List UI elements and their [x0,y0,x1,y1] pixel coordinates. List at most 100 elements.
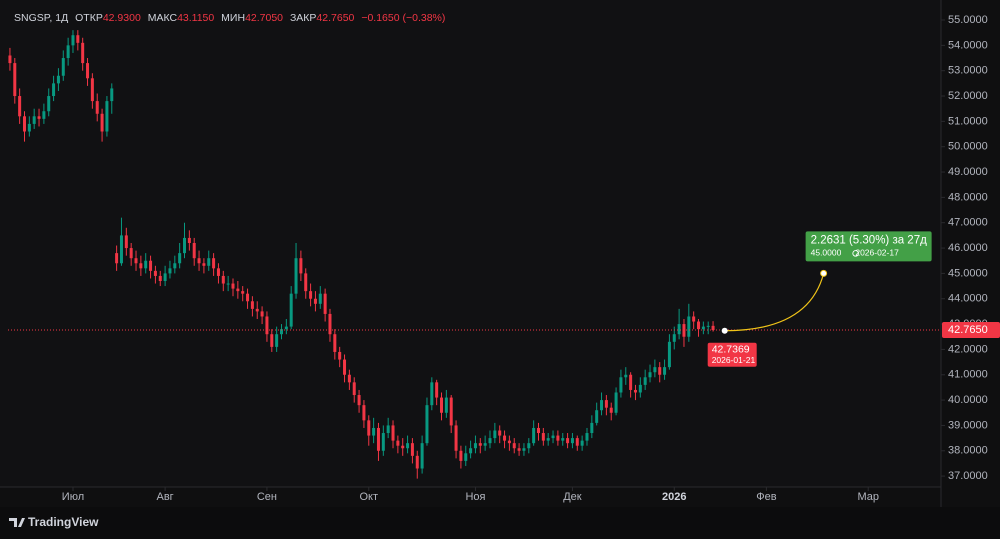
x-tick-label: Окт [360,491,379,503]
candle-body [119,235,123,264]
open-label: ОТКР [75,12,103,24]
candle-body [299,258,303,274]
candle-body [391,425,395,441]
projection-target: 45.0000 2026-02-17 [811,248,899,258]
candle-body [231,283,235,289]
candle-body [47,96,51,112]
candle-body [250,301,254,309]
projection-end [820,269,828,277]
high-label: МАКС [148,12,178,24]
candle-body [212,258,216,269]
candle-body [493,430,497,439]
candle-body [464,453,468,461]
candle-body [129,248,133,259]
brand-logo: TradingView [9,515,99,529]
brand-name: TradingView [28,515,99,529]
projection-start-badge [707,342,757,367]
candle-body [139,263,143,269]
candle-body [183,237,187,254]
candle-body [522,448,526,451]
candle-body [498,430,502,436]
y-tick-label: 47.0000 [948,217,988,229]
candle-body [517,448,521,451]
candle-body [629,374,633,390]
candle-body [546,438,550,441]
plot-area [0,0,941,487]
candle-body [241,291,245,294]
x-tick-label: Фев [756,491,776,503]
candle-body [386,425,390,434]
candle-body [706,325,710,327]
candle-body [124,235,128,249]
candle-body [420,443,424,469]
candle-body [95,101,99,114]
candle-body [619,377,623,393]
candle-body [333,334,337,352]
x-tick-label: 2026 [662,491,686,503]
clock-icon [852,250,859,257]
candle-body [561,438,565,441]
candle-body [469,448,473,454]
candle-body [343,359,347,375]
candle-body [260,311,264,317]
candle-body [483,443,487,446]
candle-body [570,438,574,444]
candle-body [90,78,94,102]
candle-body [289,293,293,327]
candle-body [566,438,570,444]
candle-body [614,392,618,413]
last-price-badge [942,322,1000,339]
candle-body [226,283,230,285]
candle-body [56,75,60,84]
candle-body [163,273,167,282]
y-tick-label: 40.0000 [948,394,988,406]
candle-body [313,298,317,304]
symbol: SNGSP, 1Д [14,12,68,24]
projection-start-value: 42.7369 [712,344,750,356]
y-tick-label: 51.0000 [948,115,988,127]
candle-body [265,316,269,335]
projection-start [721,327,728,334]
candle-body [86,63,90,79]
projection-change: 2.2631 (5.30%) за 27д [811,234,927,246]
candle-body [352,382,356,396]
y-tick-label: 52.0000 [948,90,988,102]
candle-body [449,397,453,426]
candle-body [551,435,555,439]
projection-end-badge [805,231,932,262]
y-tick-label: 46.0000 [948,242,988,254]
candle-body [347,374,351,383]
candle-body [658,367,662,375]
y-tick-label: 38.0000 [948,445,988,457]
candle-body [381,433,385,451]
candle-body [284,326,288,330]
projection-target-value: 45.0000 [811,248,842,258]
candle-body [8,55,12,64]
candle-body [144,260,148,269]
candle-body [454,425,458,451]
x-tick-label: Ноя [465,491,485,503]
close-label: ЗАКР [290,12,316,24]
candle-body [18,96,22,117]
footer [0,507,1000,539]
y-tick-label: 39.0000 [948,419,988,431]
candle-body [42,111,46,119]
y-tick-label: 55.0000 [948,14,988,26]
y-tick-label: 54.0000 [948,39,988,51]
header: SNGSP, 1Д ОТКР42.9300 МАКС43.1150 МИН42.… [14,12,445,24]
candle-body [401,445,405,449]
candle-body [275,334,279,347]
candle-body [32,116,36,124]
candle-body [440,397,444,413]
low-value: 42.7050 [245,12,283,24]
candle-body [37,116,41,119]
x-tick-label: Июл [62,491,84,503]
candle-body [672,334,676,342]
candle-body [61,58,65,76]
candle-body [357,395,361,406]
candle-body [294,258,298,294]
candle-body [168,268,172,274]
projection-target-date: 2026-02-17 [855,248,899,258]
candle-body [648,372,652,378]
